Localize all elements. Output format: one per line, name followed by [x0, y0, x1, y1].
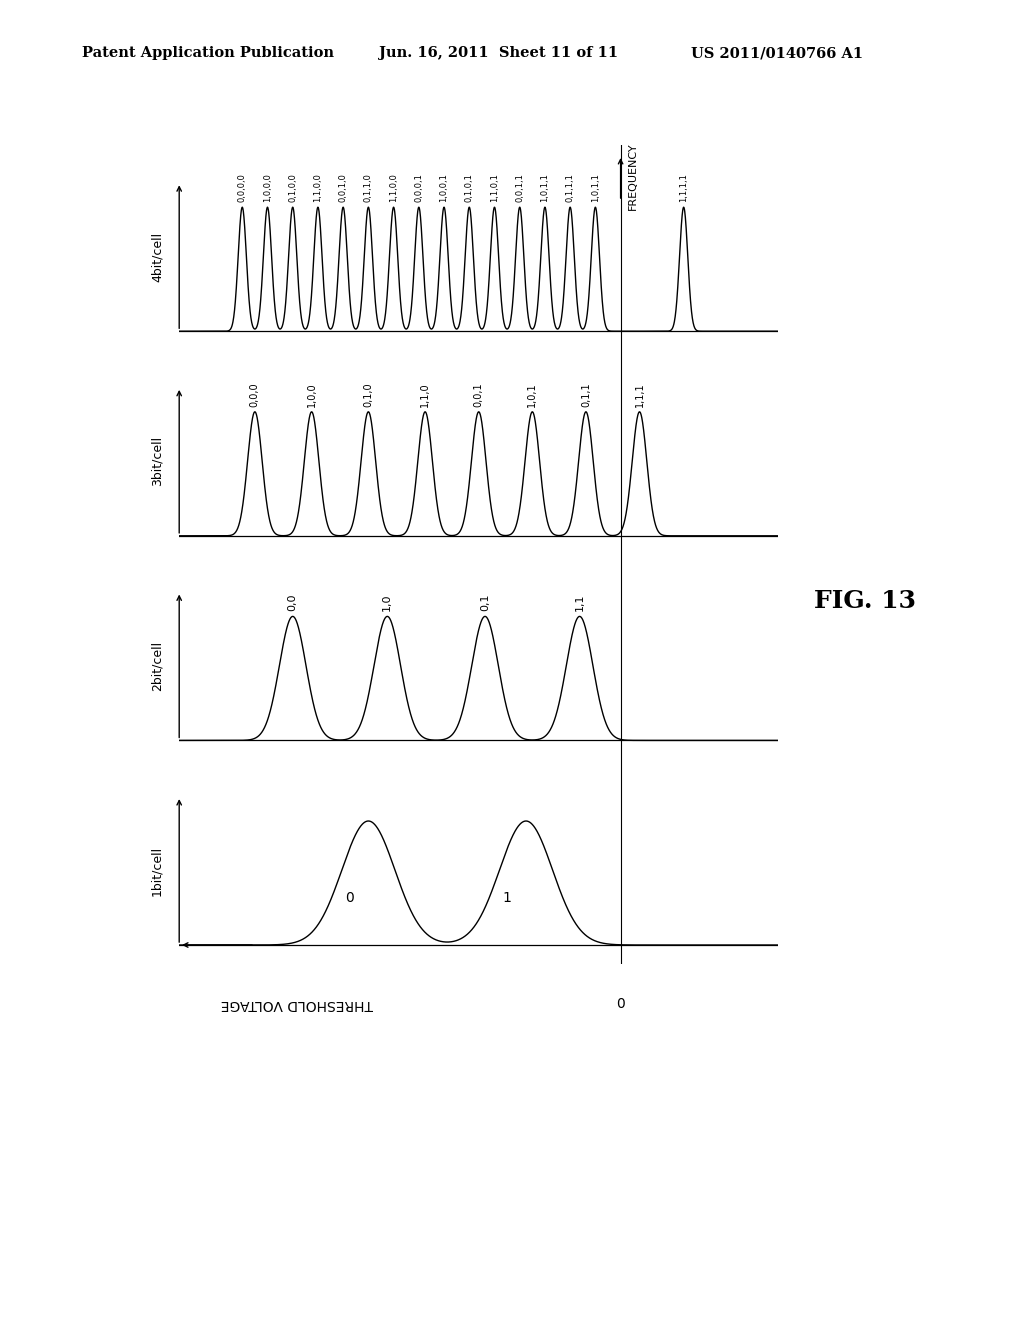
Text: 0,1,0,1: 0,1,0,1 — [465, 173, 474, 202]
Text: 1bit/cell: 1bit/cell — [151, 846, 164, 896]
Text: Patent Application Publication: Patent Application Publication — [82, 46, 334, 61]
Text: 0,0: 0,0 — [288, 594, 298, 611]
Text: 1,1,0,1: 1,1,0,1 — [490, 173, 499, 202]
Text: Jun. 16, 2011  Sheet 11 of 11: Jun. 16, 2011 Sheet 11 of 11 — [379, 46, 618, 61]
Text: 0,0,1,0: 0,0,1,0 — [339, 173, 347, 202]
Text: 1,1: 1,1 — [574, 594, 585, 611]
Text: US 2011/0140766 A1: US 2011/0140766 A1 — [691, 46, 863, 61]
Text: 1,0,0,0: 1,0,0,0 — [263, 173, 272, 202]
Text: 0,0,0: 0,0,0 — [250, 383, 260, 407]
Text: 0,0,0,0: 0,0,0,0 — [238, 173, 247, 202]
Text: FIG. 13: FIG. 13 — [814, 589, 916, 612]
Text: 1,1,1: 1,1,1 — [635, 383, 644, 407]
Text: 1,1,0,0: 1,1,0,0 — [389, 173, 398, 202]
Text: 1,1,1,1: 1,1,1,1 — [679, 173, 688, 202]
Text: 0,0,1: 0,0,1 — [474, 383, 483, 407]
Text: FREQUENCY: FREQUENCY — [628, 143, 638, 210]
Text: THRESHOLD VOLTAGE: THRESHOLD VOLTAGE — [221, 997, 373, 1011]
Text: 1,0,1,1: 1,0,1,1 — [541, 173, 550, 202]
Text: 1,0,0,1: 1,0,0,1 — [439, 173, 449, 202]
Text: 0,1,0,0: 0,1,0,0 — [288, 173, 297, 202]
Text: 0: 0 — [616, 997, 625, 1011]
Text: 1,0,1: 1,0,1 — [527, 383, 538, 407]
Text: 0,1,0: 0,1,0 — [364, 383, 374, 407]
Text: 1,1,0: 1,1,0 — [420, 383, 430, 407]
Text: 0,1,1: 0,1,1 — [581, 383, 591, 407]
Text: 1,0: 1,0 — [382, 594, 392, 611]
Text: 4bit/cell: 4bit/cell — [151, 232, 164, 282]
Text: 0,1,1,0: 0,1,1,0 — [364, 173, 373, 202]
Text: 0: 0 — [345, 891, 354, 906]
Text: 0,1,1,1: 0,1,1,1 — [565, 173, 574, 202]
Text: 3bit/cell: 3bit/cell — [151, 437, 164, 487]
Text: 1,0,1,1: 1,0,1,1 — [591, 173, 600, 202]
Text: 1: 1 — [503, 891, 512, 906]
Text: 1,0,0: 1,0,0 — [306, 383, 316, 407]
Text: 0,0,0,1: 0,0,0,1 — [415, 173, 423, 202]
Text: 1,1,0,0: 1,1,0,0 — [313, 173, 323, 202]
Text: 0,0,1,1: 0,0,1,1 — [515, 173, 524, 202]
Text: 2bit/cell: 2bit/cell — [151, 642, 164, 692]
Text: 0,1: 0,1 — [480, 594, 490, 611]
